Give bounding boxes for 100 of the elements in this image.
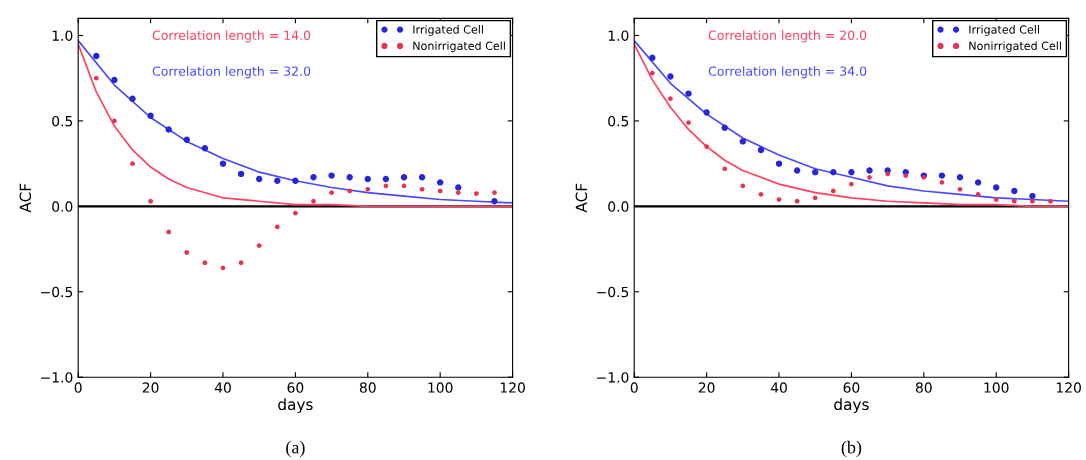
point (776, 197, 782, 202)
point (830, 188, 836, 194)
point (238, 260, 244, 266)
point (130, 161, 135, 166)
point (721, 124, 728, 131)
point (993, 184, 1000, 191)
point (1011, 198, 1017, 204)
point (274, 177, 281, 184)
annotation: Correlation length = 32.0 (152, 66, 311, 79)
point (884, 167, 891, 174)
point (455, 190, 461, 196)
x-tick-label: 100 (428, 382, 453, 393)
x-axis-title: days (834, 398, 869, 414)
point (667, 73, 674, 80)
point (256, 243, 262, 249)
point (668, 96, 673, 102)
x-tick-label: 60 (843, 382, 860, 393)
y-tick-label: 0.5 (608, 115, 629, 127)
y-tick-label: 1.0 (608, 30, 629, 41)
x-tick-label: 120 (500, 382, 525, 393)
point (830, 168, 837, 176)
point (347, 188, 353, 194)
point (329, 190, 334, 196)
y-tick-label: −1.0 (41, 372, 73, 383)
point (739, 138, 747, 145)
legend-label: Nonirrigated Cell (969, 41, 1061, 53)
point (885, 171, 890, 177)
point (382, 175, 390, 183)
point (1029, 192, 1036, 200)
point (1011, 187, 1018, 195)
point (866, 167, 873, 174)
point (93, 52, 100, 60)
point (685, 90, 692, 97)
point (165, 126, 172, 133)
y-tick-label: 1.0 (52, 30, 73, 41)
x-tick-label: 80 (915, 382, 932, 393)
point (757, 146, 765, 154)
point (93, 75, 99, 81)
point (974, 179, 982, 186)
point (793, 167, 801, 174)
point (649, 70, 655, 76)
point (201, 145, 209, 152)
point (401, 183, 407, 189)
point (365, 186, 371, 192)
point (1048, 198, 1053, 204)
point (311, 198, 316, 204)
point (455, 184, 462, 191)
point (812, 168, 819, 176)
point (346, 174, 353, 181)
point (993, 197, 999, 202)
point (183, 136, 190, 143)
point (292, 177, 299, 184)
x-tick-label: 40 (770, 382, 787, 393)
y-axis-title: ACF (575, 183, 588, 213)
point (202, 260, 208, 266)
point (148, 198, 153, 204)
point (274, 224, 280, 230)
point (111, 76, 118, 84)
y-axis-title: ACF (19, 183, 32, 213)
text: (b) (841, 440, 862, 458)
x-axis-title: days (278, 398, 313, 414)
x-tick-label: 100 (984, 382, 1009, 393)
y-tick-label: 0.5 (52, 115, 73, 127)
point (740, 183, 746, 189)
x-tick-label: 20 (142, 382, 159, 393)
point (166, 229, 172, 235)
point (649, 54, 656, 61)
annotation: Correlation length = 20.0 (708, 30, 867, 43)
point (255, 175, 263, 183)
point (758, 192, 764, 197)
y-tick-label: −0.5 (597, 286, 629, 298)
point (867, 174, 872, 180)
point (848, 168, 855, 176)
point (147, 112, 154, 119)
point (112, 118, 117, 124)
point (492, 190, 497, 196)
point (383, 183, 389, 189)
y-tick-label: −1.0 (597, 372, 629, 383)
point (957, 186, 963, 192)
point (956, 174, 964, 181)
legend-label: Irrigated Cell (413, 25, 483, 36)
point (722, 166, 728, 172)
annotation: Correlation length = 34.0 (708, 66, 867, 79)
point (1030, 198, 1035, 204)
point (184, 250, 190, 255)
x-tick-label: 0 (74, 382, 82, 393)
point (794, 198, 800, 204)
point (975, 192, 981, 197)
point (939, 180, 945, 185)
point (419, 186, 425, 192)
point (903, 173, 909, 178)
point (849, 181, 854, 187)
point (400, 174, 408, 181)
point (328, 172, 335, 179)
point (364, 175, 371, 183)
y-tick-label: 0.0 (608, 201, 629, 212)
point (812, 195, 818, 201)
point (704, 144, 709, 149)
point (129, 95, 136, 102)
y-tick-label: 0.0 (52, 201, 73, 212)
